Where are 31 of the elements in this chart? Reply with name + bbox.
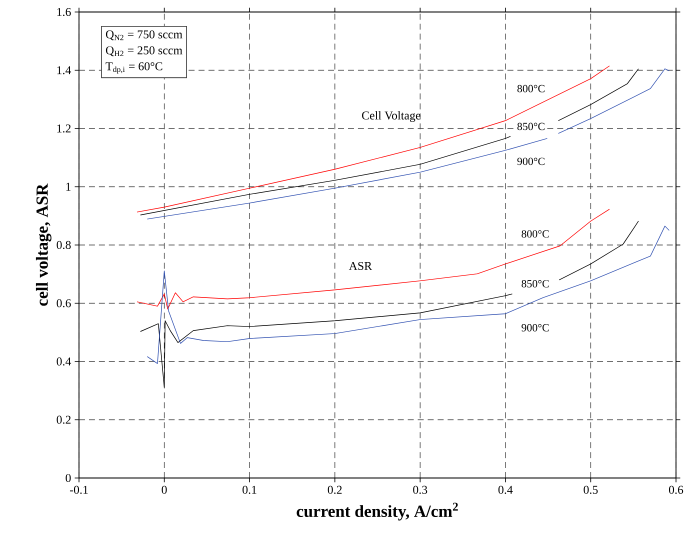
x-tick-label: 0.5	[584, 486, 598, 494]
series-label: 850°C	[522, 280, 549, 288]
y-tick-label: 0	[66, 474, 71, 482]
x-tick-label: 0.1	[242, 486, 256, 494]
y-tick-label: 0.6	[56, 299, 71, 308]
series-label: 900°C	[517, 158, 544, 166]
y-tick-label: 1	[66, 182, 71, 191]
x-tick-label: 0.4	[498, 486, 513, 494]
series-label: 800°C	[522, 230, 549, 238]
annotation: T$_{dp,i}$ = 60°C	[106, 62, 162, 74]
y-tick-label: 0.8	[56, 240, 71, 250]
series-label: 800°C	[517, 84, 544, 92]
annotation: ASR	[348, 262, 372, 270]
x-tick-label: 0.3	[413, 486, 428, 494]
y-tick-label: 1.2	[57, 124, 71, 133]
x-tick-label: 0	[162, 486, 167, 494]
annotation: Q$_{H2}$ = 250 sccm	[106, 46, 182, 56]
x-tick-label: -0.1	[70, 486, 88, 494]
y-tick-label: 0.2	[56, 416, 71, 424]
line-series	[136, 208, 610, 310]
x-axis-title: current density, A/cm$^{2}$	[296, 502, 458, 520]
y-axis-title: cell voltage, ASR	[36, 183, 52, 306]
x-tick-label: 0.6	[668, 486, 684, 494]
annotation: Q$_{N2}$ = 750 sccm	[106, 30, 182, 40]
y-tick-label: 0.4	[56, 357, 72, 366]
y-tick-label: 1.4	[57, 66, 72, 74]
line-series	[146, 226, 670, 364]
series-label: 850°C	[517, 122, 544, 130]
y-tick-label: 1.6	[57, 8, 71, 16]
series-label: 900°C	[522, 324, 549, 332]
x-tick-label: 0.2	[328, 486, 342, 494]
